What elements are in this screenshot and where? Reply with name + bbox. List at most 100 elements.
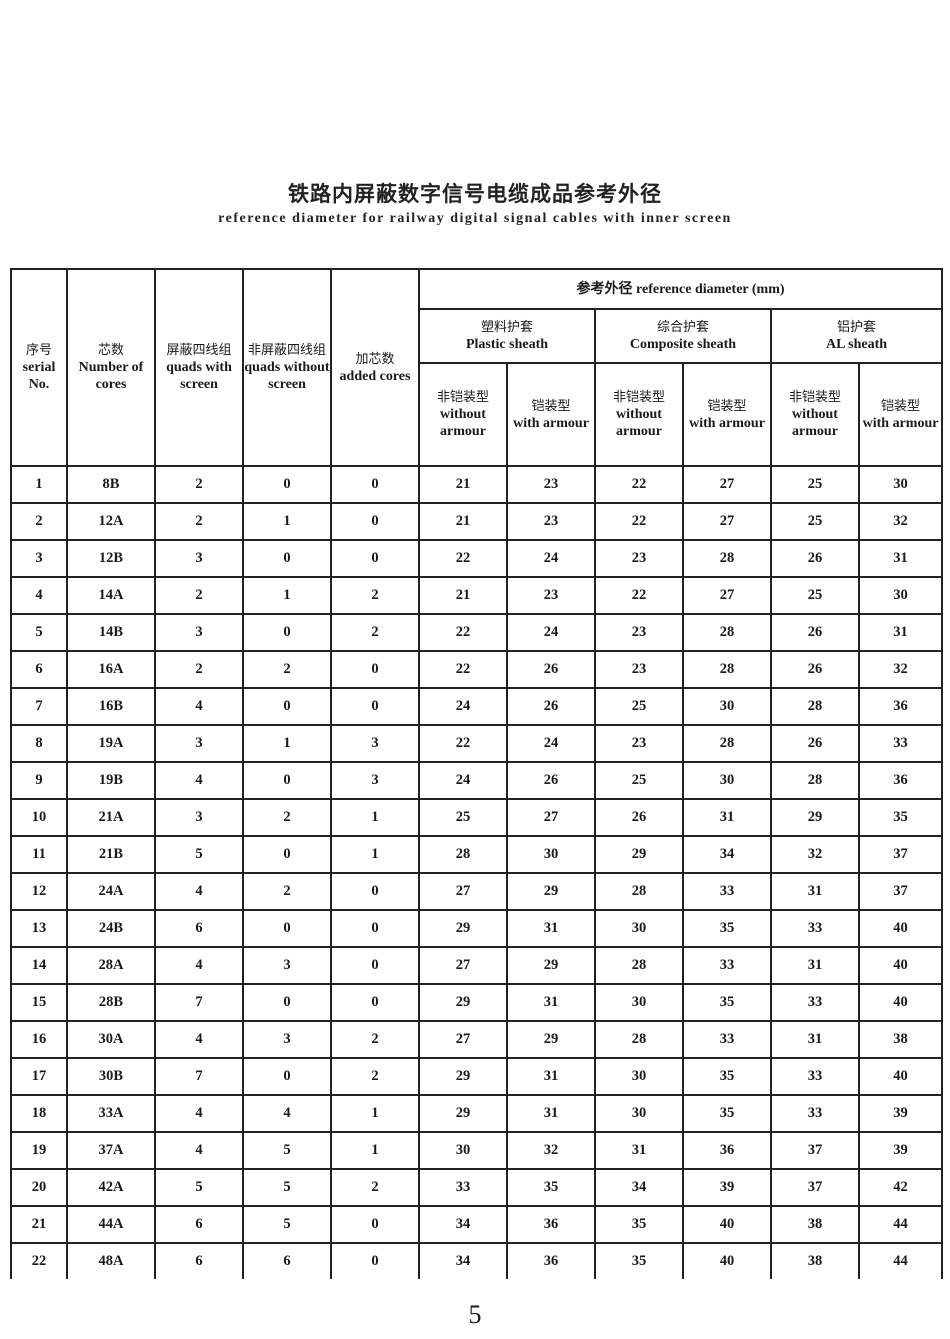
table-cell: 6: [10, 650, 68, 689]
table-cell: 35: [857, 798, 944, 837]
table-cell: 5: [154, 1168, 244, 1207]
table-cell: 12: [10, 872, 68, 911]
header-composite-with-armour: 铠装型 with armour: [682, 362, 772, 467]
header-added-cores: 加芯数 added cores: [330, 268, 420, 467]
table-cell: 26: [506, 687, 596, 726]
table-cell: 22: [418, 539, 508, 578]
table-cell: 2: [330, 576, 420, 615]
table-row: 6 16A 2 2 0 22 26 23 28 26 32: [10, 650, 944, 689]
table-cell: 25: [594, 761, 684, 800]
table-cell: 23: [506, 502, 596, 541]
table-cell: 37: [770, 1168, 860, 1207]
table-cell: 21: [418, 502, 508, 541]
table-row: 10 21A 3 2 1 25 27 26 31 29 35: [10, 798, 944, 837]
table-row: 9 19B 4 0 3 24 26 25 30 28 36: [10, 761, 944, 800]
table-cell: 26: [770, 650, 860, 689]
table-cell: 37A: [66, 1131, 156, 1170]
table-cell: 24: [418, 687, 508, 726]
table-row: 22 48A 6 6 0 34 36 35 40 38 44: [10, 1242, 944, 1279]
table-cell: 28: [682, 613, 772, 652]
table-row: 11 21B 5 0 1 28 30 29 34 32 37: [10, 835, 944, 874]
table-cell: 38: [770, 1242, 860, 1279]
table-cell: 0: [330, 502, 420, 541]
table-cell: 30: [682, 687, 772, 726]
table-cell: 35: [682, 1094, 772, 1133]
table-cell: 13: [10, 909, 68, 948]
table-cell: 48A: [66, 1242, 156, 1279]
table-cell: 34: [418, 1242, 508, 1279]
table-cell: 40: [682, 1242, 772, 1279]
table-cell: 29: [506, 1020, 596, 1059]
table-cell: 2: [10, 502, 68, 541]
table-cell: 30: [594, 983, 684, 1022]
table-cell: 17: [10, 1057, 68, 1096]
table-row: 18 33A 4 4 1 29 31 30 35 33 39: [10, 1094, 944, 1133]
table-row: 16 30A 4 3 2 27 29 28 33 31 38: [10, 1020, 944, 1059]
table-row: 14 28A 4 3 0 27 29 28 33 31 40: [10, 946, 944, 985]
table-cell: 25: [770, 576, 860, 615]
table-cell: 27: [682, 465, 772, 504]
table-cell: 31: [682, 798, 772, 837]
table-cell: 33: [770, 983, 860, 1022]
table-cell: 22: [418, 613, 508, 652]
table-cell: 32: [506, 1131, 596, 1170]
table-cell: 36: [857, 761, 944, 800]
table-cell: 5: [242, 1168, 332, 1207]
table-cell: 30B: [66, 1057, 156, 1096]
table-cell: 8: [10, 724, 68, 763]
table-cell: 4: [154, 946, 244, 985]
table-cell: 4: [154, 872, 244, 911]
table-cell: 31: [770, 946, 860, 985]
table-cell: 16A: [66, 650, 156, 689]
table-cell: 29: [506, 872, 596, 911]
table-cell: 5: [154, 835, 244, 874]
table-cell: 14: [10, 946, 68, 985]
table-cell: 21A: [66, 798, 156, 837]
table-cell: 23: [594, 724, 684, 763]
table-cell: 6: [154, 909, 244, 948]
table-cell: 4: [154, 1020, 244, 1059]
table-cell: 21: [10, 1205, 68, 1244]
table-cell: 6: [242, 1242, 332, 1279]
table-cell: 21B: [66, 835, 156, 874]
table-cell: 3: [10, 539, 68, 578]
table-cell: 6: [154, 1205, 244, 1244]
table-cell: 31: [594, 1131, 684, 1170]
header-composite-sheath: 综合护套 Composite sheath: [594, 308, 772, 364]
table-row: 21 44A 6 5 0 34 36 35 40 38 44: [10, 1205, 944, 1244]
table-cell: 11: [10, 835, 68, 874]
table-cell: 23: [506, 576, 596, 615]
table-cell: 28: [418, 835, 508, 874]
table-cell: 30: [506, 835, 596, 874]
table-cell: 0: [242, 465, 332, 504]
table-cell: 22: [418, 650, 508, 689]
table-cell: 31: [770, 872, 860, 911]
table-cell: 34: [682, 835, 772, 874]
table-cell: 31: [506, 909, 596, 948]
table-cell: 3: [154, 798, 244, 837]
table-cell: 26: [770, 724, 860, 763]
table-cell: 36: [682, 1131, 772, 1170]
table-cell: 35: [506, 1168, 596, 1207]
table-cell: 30: [418, 1131, 508, 1170]
table-cell: 1: [242, 576, 332, 615]
table-cell: 27: [418, 1020, 508, 1059]
table-cell: 31: [770, 1020, 860, 1059]
header-composite-without-armour: 非铠装型 without armour: [594, 362, 684, 467]
header-quads-with-screen: 屏蔽四线组 quads with screen: [154, 268, 244, 467]
table-cell: 27: [418, 946, 508, 985]
table-cell: 1: [242, 502, 332, 541]
table-cell: 24: [506, 613, 596, 652]
table-cell: 33: [770, 1094, 860, 1133]
table-cell: 2: [154, 465, 244, 504]
table-cell: 44: [857, 1242, 944, 1279]
table-cell: 30: [594, 909, 684, 948]
table-cell: 3: [154, 613, 244, 652]
table-row: 20 42A 5 5 2 33 35 34 39 37 42: [10, 1168, 944, 1207]
table-cell: 0: [330, 465, 420, 504]
table-row: 7 16B 4 0 0 24 26 25 30 28 36: [10, 687, 944, 726]
table-cell: 3: [242, 946, 332, 985]
table-cell: 0: [330, 909, 420, 948]
table-cell: 28B: [66, 983, 156, 1022]
table-cell: 5: [242, 1131, 332, 1170]
